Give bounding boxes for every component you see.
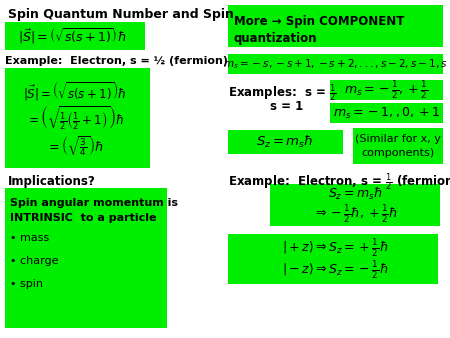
Text: $|\vec{S}| = \left(\sqrt{s(s+1)}\right)\hbar$: $|\vec{S}| = \left(\sqrt{s(s+1)}\right)\… (23, 78, 126, 101)
Text: $S_z = m_s\hbar$: $S_z = m_s\hbar$ (256, 134, 314, 150)
Bar (5, 68, 150, 168)
Text: More → Spin COMPONENT: More → Spin COMPONENT (234, 15, 405, 28)
Text: Example:  Electron, s = $\frac{1}{2}$ (fermion): Example: Electron, s = $\frac{1}{2}$ (fe… (228, 171, 450, 193)
Text: $m_s = -s,-s+1,-s+2,...,s-2,s-1,s$: $m_s = -s,-s+1,-s+2,...,s-2,s-1,s$ (223, 57, 447, 71)
Text: Implications?: Implications? (8, 175, 96, 188)
Text: Spin Quantum Number and Spin: Spin Quantum Number and Spin (8, 8, 234, 21)
Text: $\Rightarrow -\frac{1}{2}\hbar, +\frac{1}{2}\hbar$: $\Rightarrow -\frac{1}{2}\hbar, +\frac{1… (313, 203, 397, 225)
Text: • spin: • spin (10, 279, 43, 289)
Text: $= \left(\sqrt{\frac{1}{2}\left(\frac{1}{2}+1\right)}\right)\hbar$: $= \left(\sqrt{\frac{1}{2}\left(\frac{1}… (26, 104, 124, 131)
Bar (228, 130, 343, 154)
Bar (5, 22, 145, 50)
Bar (330, 80, 443, 100)
Text: (Similar for x, y
components): (Similar for x, y components) (355, 135, 441, 158)
Text: INTRINSIC  to a particle: INTRINSIC to a particle (10, 213, 157, 223)
Text: • charge: • charge (10, 256, 59, 266)
Text: Example:  Electron, s = ½ (fermion): Example: Electron, s = ½ (fermion) (5, 56, 228, 66)
Bar (5, 188, 167, 328)
Bar (228, 54, 443, 74)
Text: Examples:  s = $\frac{1}{2}$: Examples: s = $\frac{1}{2}$ (228, 82, 336, 104)
Text: $S_z = m_s\hbar$: $S_z = m_s\hbar$ (328, 186, 382, 202)
Bar (270, 184, 440, 226)
Bar (353, 128, 443, 164)
Text: Spin angular momentum is: Spin angular momentum is (10, 198, 178, 208)
Bar (228, 5, 443, 47)
Bar (228, 234, 438, 284)
Bar (330, 103, 443, 123)
Text: $|\vec{S}| = \left(\sqrt{s(s+1)}\right)\hbar$: $|\vec{S}| = \left(\sqrt{s(s+1)}\right)\… (18, 26, 126, 46)
Text: $= \left(\sqrt{\frac{3}{4}}\right)\hbar$: $= \left(\sqrt{\frac{3}{4}}\right)\hbar$ (46, 134, 104, 158)
Text: $|+z\rangle \Rightarrow S_z = +\frac{1}{2}\hbar$: $|+z\rangle \Rightarrow S_z = +\frac{1}{… (282, 237, 388, 259)
Text: $|-z\rangle \Rightarrow S_z = -\frac{1}{2}\hbar$: $|-z\rangle \Rightarrow S_z = -\frac{1}{… (282, 259, 388, 281)
Text: $m_s = -\frac{1}{2}, +\frac{1}{2}$: $m_s = -\frac{1}{2}, +\frac{1}{2}$ (344, 79, 428, 101)
Text: s = 1: s = 1 (270, 100, 303, 113)
Text: $m_s = -1, ,0, +1$: $m_s = -1, ,0, +1$ (333, 105, 440, 121)
Text: • mass: • mass (10, 233, 49, 243)
Text: quantization: quantization (234, 32, 318, 45)
